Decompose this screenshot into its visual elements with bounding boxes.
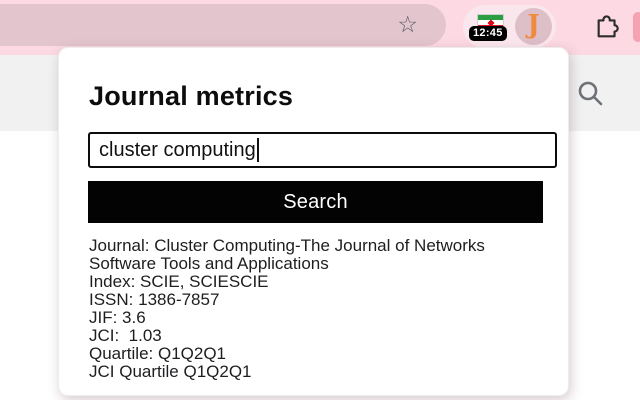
result-issn: ISSN: 1386-7857: [89, 290, 220, 309]
journal-search-input[interactable]: cluster computing: [88, 132, 557, 168]
result-jci-quartile: JCI Quartile Q1Q2Q1: [89, 362, 252, 381]
journal-metrics-popup: Journal metrics cluster computing Search…: [58, 47, 569, 396]
bookmark-star-icon[interactable]: ☆: [397, 12, 418, 38]
popup-title: Journal metrics: [89, 81, 294, 111]
flag-emblem: [486, 18, 495, 27]
profile-avatar[interactable]: [633, 12, 640, 42]
result-journal: Journal: Cluster Computing-The Journal o…: [89, 236, 490, 273]
result-jif: JIF: 3.6: [89, 308, 146, 327]
browser-toolbar: ☆ 12:45 J: [0, 0, 640, 55]
page-search-icon[interactable]: [576, 80, 606, 115]
extensions-menu-button[interactable]: [594, 11, 624, 41]
extension-time-badge: 12:45: [469, 26, 507, 41]
text-caret: [256, 138, 259, 162]
extensions-pill: 12:45 J: [463, 5, 556, 48]
journal-search-input-value: cluster computing: [99, 138, 256, 161]
journal-metrics-extension-button[interactable]: J: [515, 8, 552, 45]
puzzle-icon: [597, 15, 619, 38]
search-button[interactable]: Search: [88, 181, 543, 223]
result-jci: JCI: 1.03: [89, 326, 162, 345]
address-bar[interactable]: ☆: [0, 4, 446, 46]
journal-extension-icon: J: [527, 10, 540, 40]
result-quartile: Quartile: Q1Q2Q1: [89, 344, 227, 363]
result-index: Index: SCIE, SCIESCIE: [89, 272, 269, 291]
results-section: Journal: Cluster Computing-The Journal o…: [89, 237, 535, 381]
extension-flag-button[interactable]: 12:45: [469, 8, 509, 46]
